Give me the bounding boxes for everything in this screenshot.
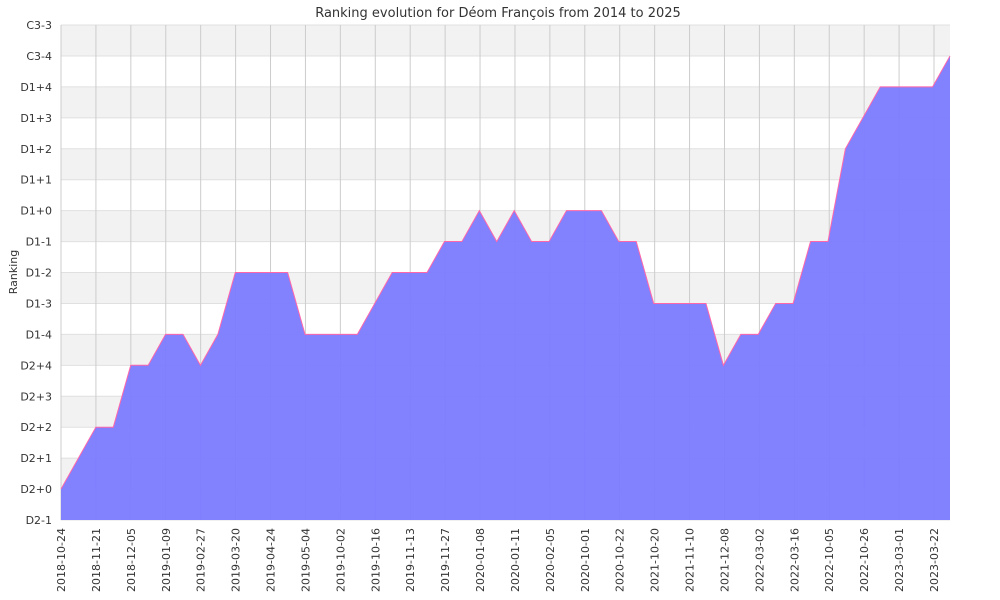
x-tick-label: 2022-10-05: [823, 528, 836, 592]
x-tick-label: 2020-02-05: [544, 528, 557, 592]
y-tick-label: D1-3: [26, 297, 52, 310]
x-tick-label: 2019-10-16: [369, 528, 382, 592]
x-tick-label: 2020-01-08: [474, 528, 487, 592]
x-tick-label: 2019-01-09: [160, 528, 173, 592]
area-series: [60, 55, 951, 520]
y-tick-label: D1-2: [26, 267, 52, 280]
x-tick-label: 2021-12-08: [718, 528, 731, 592]
x-tick-label: 2020-10-22: [614, 528, 627, 592]
y-tick-label: D2+1: [20, 452, 52, 465]
x-tick-label: 2018-11-21: [90, 528, 103, 592]
y-tick-label: D1-1: [26, 236, 52, 249]
x-tick-label: 2019-05-04: [299, 528, 312, 592]
x-tick-label: 2019-11-27: [439, 528, 452, 592]
x-tick-label: 2022-03-02: [753, 528, 766, 592]
y-tick-label: D1+4: [20, 81, 52, 94]
y-axis-ticks: D2-1 D2+0 D2+1 D2+2 D2+3 D2+4 D1-4 D1-3 D1-2 D1-1…: [20, 19, 52, 527]
y-tick-label: D1+1: [20, 174, 52, 187]
x-tick-label: 2019-04-24: [265, 528, 278, 592]
y-axis-label: Ranking: [7, 250, 20, 295]
y-tick-label: D1+2: [20, 143, 52, 156]
y-tick-label: D2-1: [26, 514, 52, 527]
y-tick-label: D2+2: [20, 421, 52, 434]
chart-title: Ranking evolution for Déom François from…: [315, 6, 681, 21]
y-tick-label: D1-4: [26, 328, 52, 341]
x-tick-label: 2021-11-10: [684, 528, 697, 592]
x-tick-label: 2018-12-05: [125, 528, 138, 592]
area-fill: [61, 55, 950, 520]
x-tick-label: 2022-10-26: [858, 528, 871, 592]
x-tick-label: 2018-10-24: [55, 528, 68, 592]
grid-band: [61, 148, 950, 180]
y-tick-label: D2+3: [20, 390, 52, 403]
area-line: [60, 55, 951, 490]
x-tick-label: 2023-03-22: [928, 528, 941, 592]
y-tick-label: C3-4: [26, 50, 52, 63]
x-tick-label: 2021-10-20: [649, 528, 662, 592]
grid-band: [61, 86, 950, 118]
x-tick-label: 2019-11-13: [404, 528, 417, 592]
x-tick-label: 2019-03-20: [230, 528, 243, 592]
grid-band: [61, 25, 950, 56]
y-tick-label: D2+0: [20, 483, 52, 496]
y-tick-label: D1+3: [20, 112, 52, 125]
x-tick-label: 2020-10-01: [579, 528, 592, 592]
y-tick-label: D2+4: [20, 359, 52, 372]
y-tick-label: D1+0: [20, 205, 52, 218]
x-tick-label: 2022-03-16: [788, 528, 801, 592]
x-axis-ticks: 2018-10-24 2018-11-21 2018-12-05 2019-01-09…: [55, 528, 941, 592]
x-tick-label: 2019-02-27: [195, 528, 208, 592]
x-tick-label: 2023-03-01: [893, 528, 906, 592]
y-tick-label: C3-3: [26, 19, 52, 32]
x-tick-label: 2019-10-02: [334, 528, 347, 592]
x-tick-label: 2020-01-11: [509, 528, 522, 592]
